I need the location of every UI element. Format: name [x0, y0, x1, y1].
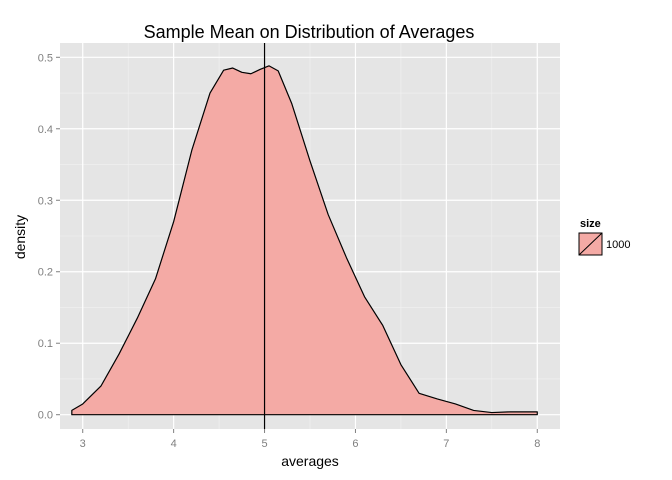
legend: size 1000 [578, 218, 630, 256]
plot-area: 3 4 5 6 7 8 0.0 0.1 0.2 0.3 0.4 0.5 [38, 43, 560, 450]
y-tick-label: 0.2 [38, 267, 53, 279]
y-tick-label: 0.5 [38, 52, 53, 64]
y-tick-label: 0.4 [38, 124, 53, 136]
legend-key-diagonal [578, 232, 603, 256]
x-tick-label: 3 [80, 438, 86, 450]
x-tick-label: 4 [171, 438, 177, 450]
x-tick-label: 7 [443, 438, 449, 450]
x-tick-label: 8 [534, 438, 540, 450]
x-tick-label: 6 [352, 438, 358, 450]
legend-title: size [580, 218, 601, 230]
x-tick-label: 5 [261, 438, 267, 450]
y-axis-title: density [12, 215, 28, 259]
legend-entry-label: 1000 [606, 239, 630, 251]
chart-title: Sample Mean on Distribution of Averages [144, 22, 475, 42]
y-tick-label: 0.1 [38, 338, 53, 350]
density-area-1000 [71, 65, 538, 416]
y-tick-label: 0.0 [38, 410, 53, 422]
y-tick-label: 0.3 [38, 195, 53, 207]
x-axis-title: averages [281, 453, 339, 469]
